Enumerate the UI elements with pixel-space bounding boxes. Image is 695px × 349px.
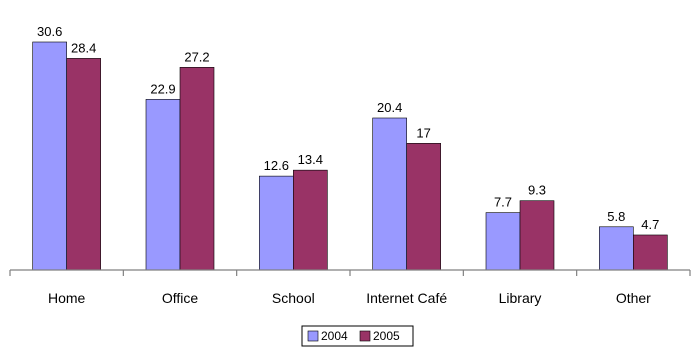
data-label-other-2005: 4.7 [641, 217, 659, 232]
legend-swatch-2004 [307, 330, 319, 342]
bar-office-2004 [145, 99, 181, 271]
bar-office-2005 [179, 67, 215, 271]
data-label-home-2004: 30.6 [37, 24, 62, 39]
x-tick-label-home: Home [48, 290, 86, 306]
data-label-other-2004: 5.8 [607, 209, 625, 224]
bar-home-2005 [66, 58, 101, 271]
data-label-library-2005: 9.3 [528, 183, 546, 198]
legend: 2004 2005 [301, 325, 414, 347]
bar-internet-cafe-2005 [406, 143, 441, 271]
bar-school-2005 [293, 169, 328, 271]
data-label-home-2005: 28.4 [71, 40, 96, 55]
data-label-school-2004: 12.6 [264, 158, 289, 173]
bar-library-2005 [519, 200, 555, 271]
bar-other-2005 [633, 234, 668, 271]
data-label-office-2004: 22.9 [150, 81, 175, 96]
data-label-office-2005: 27.2 [184, 49, 209, 64]
legend-label-2004: 2004 [321, 329, 348, 343]
legend-swatch-2005 [359, 330, 371, 342]
x-tick-label-office: Office [162, 290, 199, 306]
x-tick-label-other: Other [616, 290, 651, 306]
x-tick-label-library: Library [499, 290, 542, 306]
data-label-internet-cafe-2005: 17 [416, 125, 430, 140]
x-tick-label-internet-cafe: Internet Café [366, 290, 447, 306]
bar-home-2004 [32, 41, 67, 271]
data-label-library-2004: 7.7 [494, 195, 512, 210]
x-tick-label-school: School [272, 290, 315, 306]
bar-school-2004 [259, 175, 294, 271]
data-label-school-2005: 13.4 [298, 152, 323, 167]
bar-library-2004 [485, 212, 521, 271]
bar-other-2004 [599, 226, 634, 271]
data-label-internet-cafe-2004: 20.4 [377, 100, 402, 115]
legend-box [301, 325, 414, 347]
plot-area: 30.6 28.4 22.9 27.2 12.6 13.4 20.4 17 7.7 9.3 5.8 4… [9, 24, 691, 306]
bar-internet-cafe-2004 [372, 117, 407, 271]
legend-label-2005: 2005 [373, 329, 400, 343]
